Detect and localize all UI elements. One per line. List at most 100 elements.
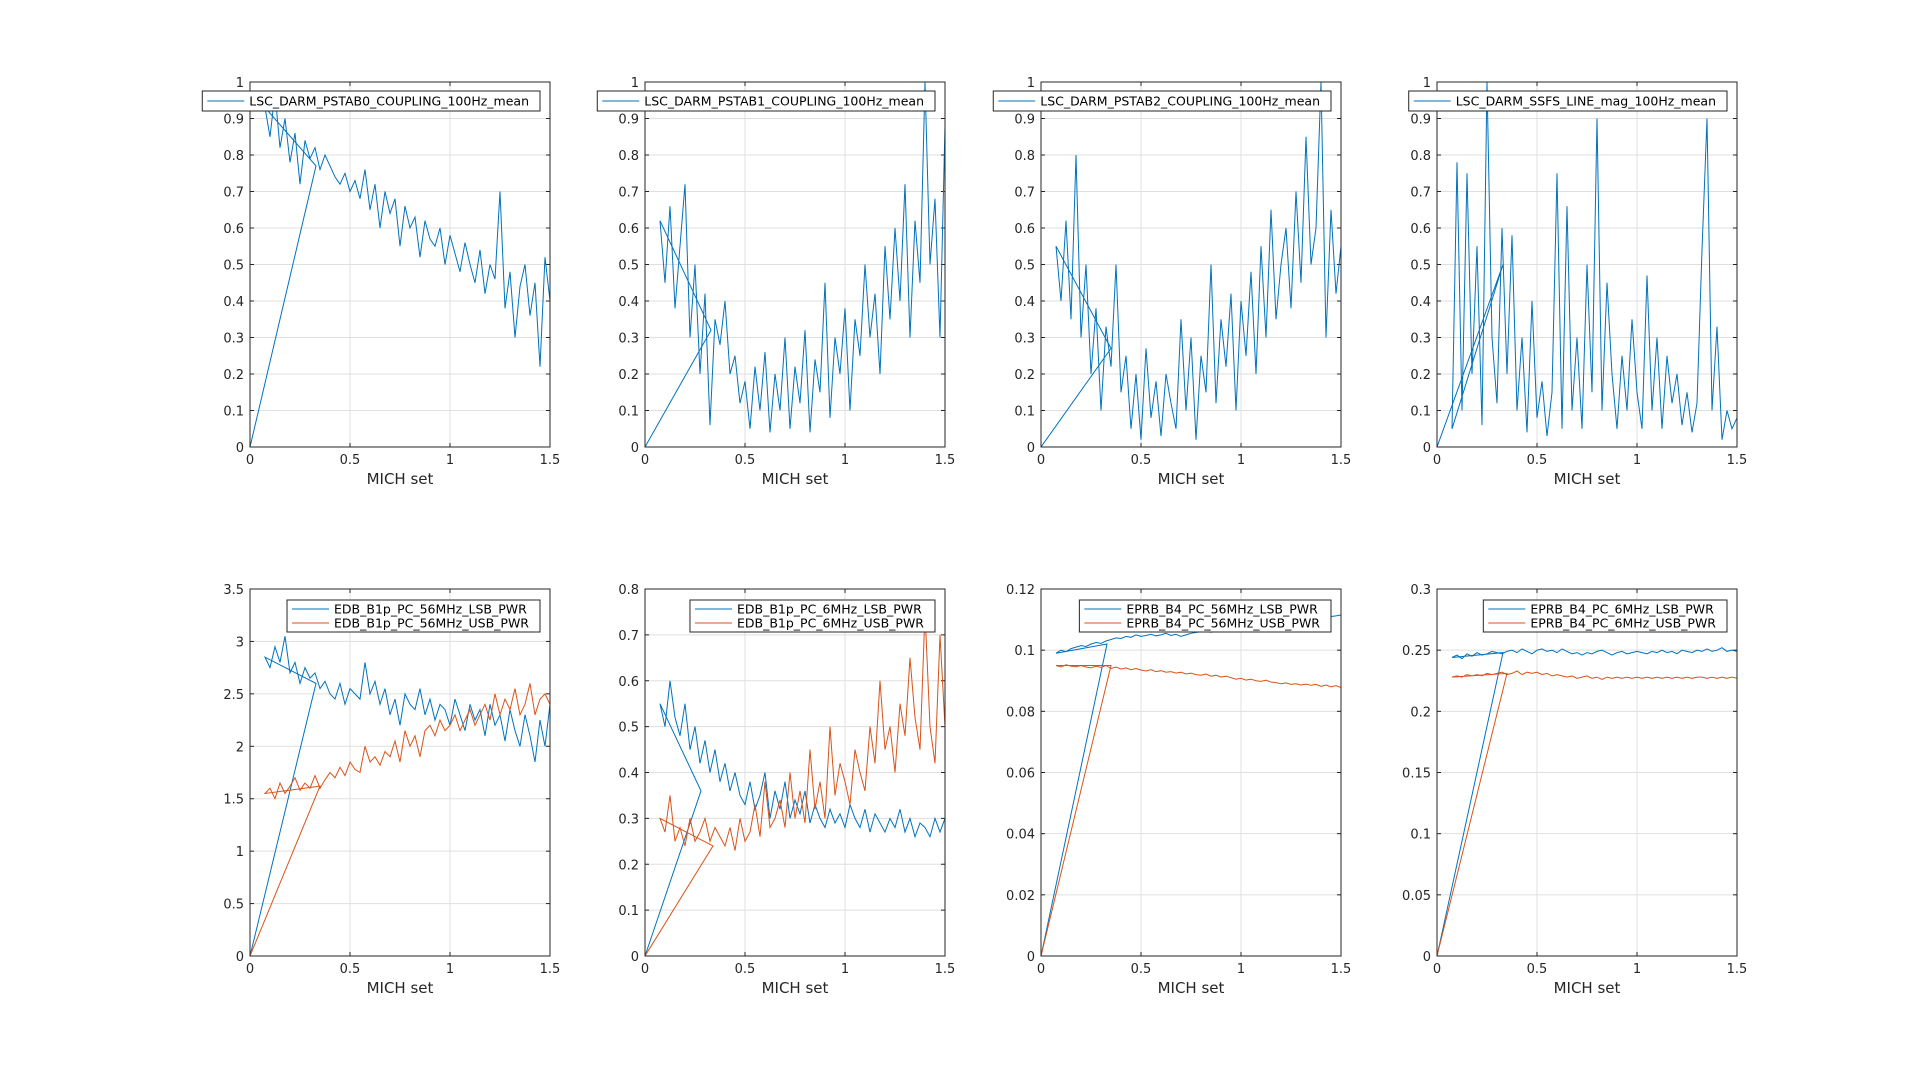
y-tick-label: 0.3 [1410, 332, 1431, 347]
x-axis-label: MICH set [1554, 979, 1621, 997]
legend-label: LSC_DARM_PSTAB0_COUPLING_100Hz_mean [249, 94, 529, 109]
legend-box [689, 599, 936, 633]
legend: EDB_B1p_PC_56MHz_LSB_PWREDB_B1p_PC_56MHz… [286, 599, 541, 633]
y-tick-label: 0.1 [1410, 828, 1431, 843]
series-line-2 [250, 683, 550, 956]
x-axis-label: MICH set [762, 470, 829, 488]
y-tick-label: 0.1 [618, 405, 639, 420]
x-tick-label: 1.5 [540, 453, 561, 468]
legend: EPRB_B4_PC_6MHz_LSB_PWREPRB_B4_PC_6MHz_U… [1482, 599, 1728, 633]
y-tick-label: 0.15 [1402, 767, 1431, 782]
y-tick-label: 0.9 [223, 113, 244, 128]
x-tick-label: 0.5 [1527, 453, 1548, 468]
legend-box [286, 599, 541, 633]
y-tick-label: 0.9 [1410, 113, 1431, 128]
legend-label: EPRB_B4_PC_6MHz_LSB_PWR [1530, 602, 1714, 617]
x-axis-label: MICH set [367, 470, 434, 488]
chart-7: 0 0.5 1 1.5 0 0.02 0.04 0.06 0.08 0.1 0.12 MICH set… [1006, 583, 1351, 997]
y-tick-label: 1 [1423, 76, 1431, 91]
y-tick-label: 0.12 [1006, 583, 1035, 598]
legend-label: LSC_DARM_SSFS_LINE_mag_100Hz_mean [1456, 94, 1716, 109]
y-tick-label: 0.6 [1014, 222, 1035, 237]
y-tick-label: 0.2 [1410, 368, 1431, 383]
y-tick-label: 0 [631, 441, 639, 456]
x-tick-label: 0.5 [735, 453, 756, 468]
y-tick-label: 1 [1027, 76, 1035, 91]
y-tick-label: 0 [236, 441, 244, 456]
plot-area [250, 589, 550, 956]
x-tick-label: 1 [841, 453, 849, 468]
x-tick-label: 0 [1433, 962, 1441, 977]
y-tick-label: 0.6 [618, 222, 639, 237]
axes-box [1040, 588, 1342, 957]
chart-8: 0 0.5 1 1.5 0 0.05 0.1 0.15 0.2 0.25 0.3 MICH set EP… [1402, 583, 1747, 997]
axes-box [249, 588, 551, 957]
series-line-1 [1437, 82, 1737, 447]
x-tick-label: 1.5 [1727, 962, 1748, 977]
y-tick-label: 0.4 [1014, 295, 1035, 310]
y-tick-label: 0.3 [618, 812, 639, 827]
y-tick-label: 0.4 [1410, 295, 1431, 310]
y-tick-label: 0.7 [1014, 186, 1035, 201]
y-tick-label: 0.7 [618, 186, 639, 201]
legend-label: EPRB_B4_PC_56MHz_LSB_PWR [1126, 602, 1318, 617]
legend-label: EDB_B1p_PC_6MHz_USB_PWR [737, 616, 924, 631]
legend: EPRB_B4_PC_56MHz_LSB_PWREPRB_B4_PC_56MHz… [1078, 599, 1332, 633]
y-tick-label: 0.8 [618, 149, 639, 164]
chart-4: 0 0.5 1 1.5 0 0.1 0.2 0.3 0.4 0.5 0.6 0.7 0.8 0.9 1 MIC… [1408, 76, 1747, 488]
y-tick-label: 0.6 [1410, 222, 1431, 237]
legend: LSC_DARM_PSTAB0_COUPLING_100Hz_mean [201, 90, 541, 112]
legend-box [1408, 90, 1728, 112]
y-tick-label: 0.06 [1006, 767, 1035, 782]
series-line-1 [1041, 82, 1341, 447]
y-tick-label: 0.6 [223, 222, 244, 237]
y-tick-label: 0 [1027, 950, 1035, 965]
legend-box [1482, 599, 1728, 633]
y-tick-label: 0.5 [223, 259, 244, 274]
x-tick-label: 0.5 [735, 962, 756, 977]
axes-box [1436, 588, 1738, 957]
legend: LSC_DARM_PSTAB2_COUPLING_100Hz_mean [992, 90, 1332, 112]
y-tick-label: 1 [631, 76, 639, 91]
y-tick-label: 0 [1423, 950, 1431, 965]
x-tick-label: 0 [641, 453, 649, 468]
chart-2: 0 0.5 1 1.5 0 0.1 0.2 0.3 0.4 0.5 0.6 0.7 0.8 0.9 1 MIC… [596, 76, 955, 488]
y-tick-label: 0.4 [618, 295, 639, 310]
x-axis-label: MICH set [1158, 979, 1225, 997]
y-tick-label: 0.8 [1014, 149, 1035, 164]
x-tick-label: 0.5 [340, 453, 361, 468]
axes-box [1436, 81, 1738, 448]
y-tick-label: 0.7 [618, 629, 639, 644]
y-tick-label: 0 [631, 950, 639, 965]
legend-label: EDB_B1p_PC_56MHz_USB_PWR [334, 616, 529, 631]
x-tick-label: 1 [1237, 453, 1245, 468]
x-axis-label: MICH set [367, 979, 434, 997]
y-tick-label: 0.5 [618, 721, 639, 736]
y-tick-label: 0.3 [1014, 332, 1035, 347]
x-tick-label: 1.5 [540, 962, 561, 977]
y-tick-label: 0 [1027, 441, 1035, 456]
x-tick-label: 0.5 [1131, 453, 1152, 468]
x-tick-label: 1 [841, 962, 849, 977]
axes-box [249, 81, 551, 448]
y-tick-label: 0.2 [1410, 705, 1431, 720]
x-tick-label: 0.5 [1131, 962, 1152, 977]
legend-label: EPRB_B4_PC_56MHz_USB_PWR [1126, 616, 1320, 631]
y-tick-label: 3.5 [223, 583, 244, 598]
y-tick-label: 0.05 [1402, 889, 1431, 904]
series-line-2 [1437, 670, 1737, 956]
legend-label: LSC_DARM_PSTAB2_COUPLING_100Hz_mean [1040, 94, 1320, 109]
x-tick-label: 0 [246, 962, 254, 977]
y-tick-label: 0.5 [223, 898, 244, 913]
y-tick-label: 0.9 [618, 113, 639, 128]
x-tick-label: 1.5 [1331, 453, 1352, 468]
series-line-1 [250, 92, 550, 447]
series-line-2 [1041, 664, 1341, 956]
y-tick-label: 0.3 [1410, 583, 1431, 598]
y-tick-label: 2 [236, 740, 244, 755]
legend-label: LSC_DARM_PSTAB1_COUPLING_100Hz_mean [644, 94, 924, 109]
y-tick-label: 0.7 [223, 186, 244, 201]
x-axis-label: MICH set [1554, 470, 1621, 488]
y-tick-label: 0.2 [618, 368, 639, 383]
